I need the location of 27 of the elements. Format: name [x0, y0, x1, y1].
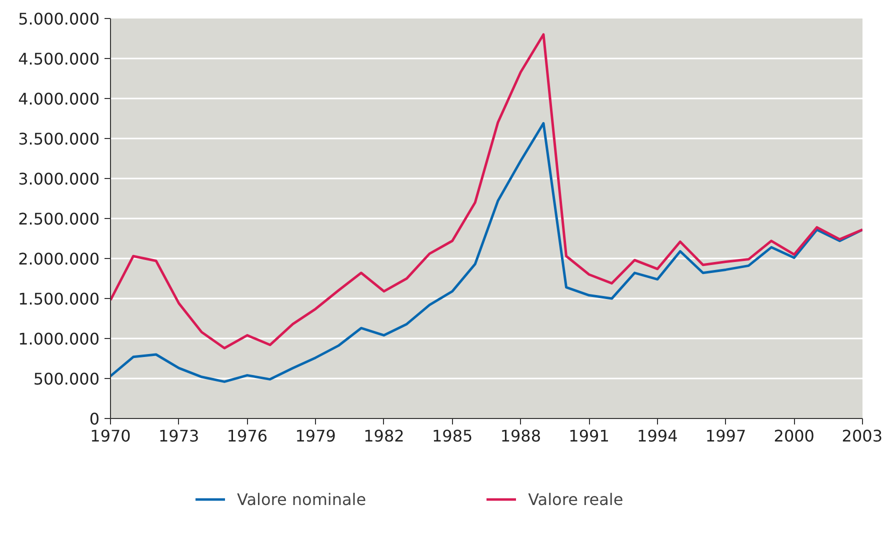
x-tick-label: 1976: [226, 426, 268, 446]
y-tick-label: 500.000: [33, 370, 100, 388]
x-tick-label: 1988: [500, 426, 542, 446]
legend-label: Valore nominale: [237, 490, 366, 508]
x-tick-label: 1997: [705, 426, 746, 446]
legend-label: Valore reale: [528, 490, 624, 508]
y-tick-label: 5.000.000: [18, 10, 100, 28]
x-tick-label: 1985: [432, 426, 473, 446]
x-tick-label: 2000: [774, 426, 814, 446]
y-tick-label: 3.000.000: [18, 170, 100, 188]
y-tick-label: 0: [89, 410, 100, 428]
line-series: [110, 122, 862, 383]
x-tick-label: 1994: [637, 426, 678, 446]
y-tick-label: 2.500.000: [18, 210, 100, 228]
y-tick-label: 1.000.000: [18, 330, 100, 348]
x-tick-label: 1970: [90, 426, 131, 446]
y-tick-label: 4.000.000: [18, 90, 100, 108]
x-tick-label: 1991: [568, 426, 610, 446]
y-tick-label: 4.500.000: [18, 50, 100, 68]
x-tick-label: 2003: [842, 426, 882, 446]
x-tick-label: 1982: [364, 426, 404, 446]
y-tick-label: 2.000.000: [18, 250, 100, 268]
x-tick-label: 1973: [158, 426, 200, 446]
y-tick-label: 3.500.000: [18, 130, 100, 148]
line-series: [110, 33, 862, 350]
y-tick-label: 1.500.000: [18, 290, 100, 308]
x-tick-label: 1979: [295, 426, 336, 446]
